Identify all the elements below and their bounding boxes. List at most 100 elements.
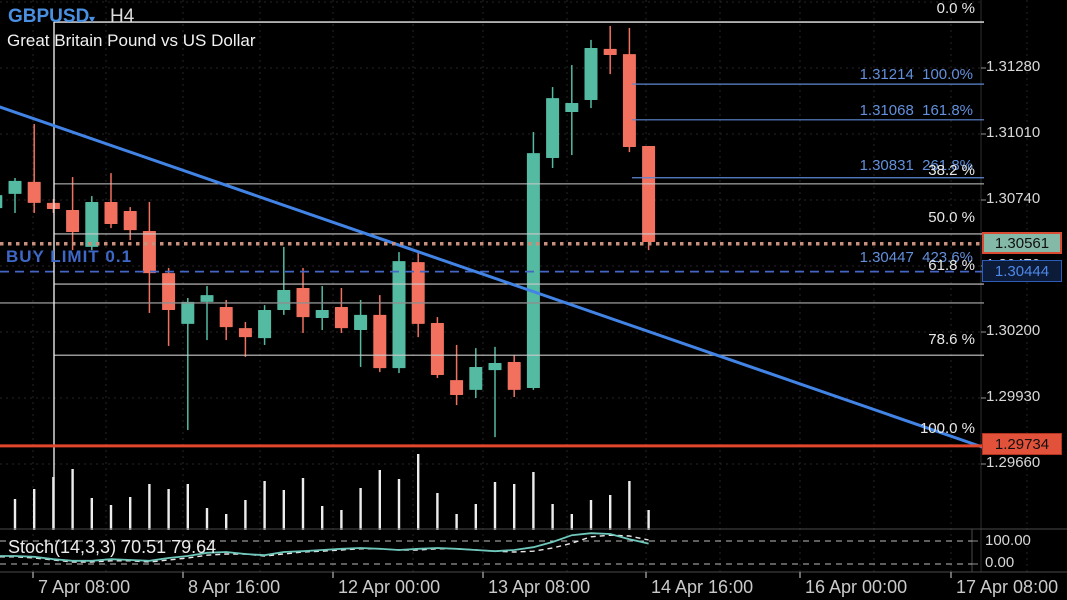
buy-limit-order-label[interactable]: BUY LIMIT 0.1 [6,247,133,266]
time-axis-label[interactable]: 14 Apr 16:00 [651,577,754,597]
volume-bar [33,489,36,530]
time-axis-label[interactable]: 13 Apr 08:00 [488,577,591,597]
candle-body [488,363,502,371]
volume-bar [359,488,362,530]
candle-body [373,314,387,369]
candle-body [277,289,291,310]
volume-bar [378,470,381,530]
volume-bar [609,495,612,530]
candle-body [450,380,464,396]
order-price-box[interactable]: 1.30444 [982,260,1062,282]
candle-body [181,301,195,324]
current-price-box[interactable]: 1.30561 [982,232,1062,254]
candle-body [66,210,80,233]
fib-label-50: 50.0 % [928,209,975,226]
stoch-k-line [0,532,649,562]
volume-bar [205,508,209,530]
candle-body [85,201,99,247]
price-axis-label: 1.30200 [986,322,1041,339]
timeframe-button[interactable]: H4 [110,6,135,27]
time-axis-label[interactable]: 12 Apr 00:00 [338,577,441,597]
volume-bar [186,484,189,530]
trendline [0,105,990,451]
candle-body [315,309,329,319]
candle-body [238,328,252,338]
chevron-down-icon[interactable]: ▾ [89,12,96,26]
volume-bar [90,498,93,530]
candle-body [584,47,598,101]
volume-bar [647,510,650,530]
candle-body [142,231,156,274]
volume-bar [301,478,305,530]
volume-bar [282,490,285,530]
volume-bar [628,481,631,530]
fib-expansion-label-100: 1.31214 100.0% [859,66,973,83]
candle-body [546,98,560,158]
candle-body [565,102,579,112]
candle-body [354,314,368,331]
candle-body [603,48,617,56]
price-axis-label: 1.31280 [986,58,1041,75]
price-axis-label: 1.29930 [986,388,1041,405]
candle-body [219,307,233,328]
candle-body [469,366,483,390]
volume-bar [109,505,113,530]
candle-body [258,309,272,339]
stoch-indicator-label[interactable]: Stoch(14,3,3) 70.51 79.64 [8,537,217,557]
volume-bar [417,454,420,530]
price-axis-label: 1.29660 [986,454,1041,471]
fib-label-0: 0.0 % [936,0,975,17]
volume-bar [263,481,266,530]
symbol-label: GBPUSD [8,6,90,27]
volume-bar [397,479,401,530]
volume-bar [167,489,170,530]
stop-price-box[interactable]: 1.29734 [982,433,1062,455]
candle-body [123,210,137,231]
volume-bar [321,506,324,530]
candle-body [104,201,118,224]
time-axis-label[interactable]: 7 Apr 08:00 [38,577,131,597]
candle-body [8,180,22,194]
instrument-description: Great Britain Pound vs US Dollar [7,31,256,50]
volume-bar [436,493,439,530]
candle-body [507,362,521,390]
fib-expansion-label-161: 1.31068 161.8% [859,102,973,119]
candle-body [334,307,348,329]
candle-body [392,261,406,369]
time-axis-label[interactable]: 17 Apr 08:00 [956,577,1059,597]
price-axis-label: 1.30740 [986,190,1041,207]
volume-bar [570,514,573,530]
fib-expansion-label-423: 1.30447 423.6% [859,249,973,266]
fib-label-100: 100.0 % [919,420,975,437]
time-axis-label[interactable]: 16 Apr 00:00 [805,577,908,597]
price-axis-label: 1.31010 [986,124,1041,141]
fib-label-61: 61.8 % [928,257,975,274]
volume-bar [493,482,497,530]
candle-body [0,195,3,209]
fib-label-78: 78.6 % [928,331,975,348]
fib-expansion-label-261: 1.30831 261.8% [859,157,973,174]
candle-body [622,54,636,147]
stoch-axis-bottom: 0.00 [985,554,1015,571]
candle-body [27,181,41,203]
time-axis-label[interactable]: 8 Apr 16:00 [188,577,281,597]
candle-body [642,145,656,243]
volume-bar [244,500,247,530]
candle-body [200,295,214,302]
volume-bar [148,484,151,530]
volume-bar [551,504,554,530]
candle-body [430,322,444,376]
stoch-axis-top: 100.00 [985,532,1031,549]
volume-bar [71,469,74,530]
candle-body [411,262,425,324]
volume-bar [532,472,535,530]
volume-bar [340,510,343,530]
volume-bar [225,514,228,530]
volume-bar [129,497,132,530]
volume-bar [513,484,516,530]
symbol-selector[interactable]: GBPUSD [8,6,90,28]
candle-body [162,273,176,310]
volume-bar [589,500,593,530]
